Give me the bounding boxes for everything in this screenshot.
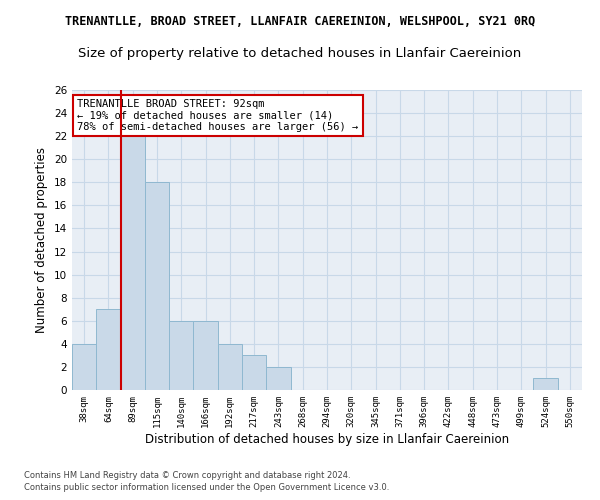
Bar — [266, 367, 290, 390]
Y-axis label: Number of detached properties: Number of detached properties — [35, 147, 49, 333]
Text: Contains HM Land Registry data © Crown copyright and database right 2024.: Contains HM Land Registry data © Crown c… — [24, 471, 350, 480]
Text: Size of property relative to detached houses in Llanfair Caereinion: Size of property relative to detached ho… — [79, 48, 521, 60]
Text: Contains public sector information licensed under the Open Government Licence v3: Contains public sector information licen… — [24, 484, 389, 492]
Bar — [96, 309, 121, 390]
Text: TRENANTLLE BROAD STREET: 92sqm
← 19% of detached houses are smaller (14)
78% of : TRENANTLLE BROAD STREET: 92sqm ← 19% of … — [77, 99, 358, 132]
Bar — [242, 356, 266, 390]
Bar — [193, 321, 218, 390]
Bar — [169, 321, 193, 390]
Bar — [533, 378, 558, 390]
Bar — [72, 344, 96, 390]
Bar — [145, 182, 169, 390]
Bar — [121, 136, 145, 390]
Text: TRENANTLLE, BROAD STREET, LLANFAIR CAEREINION, WELSHPOOL, SY21 0RQ: TRENANTLLE, BROAD STREET, LLANFAIR CAERE… — [65, 15, 535, 28]
X-axis label: Distribution of detached houses by size in Llanfair Caereinion: Distribution of detached houses by size … — [145, 432, 509, 446]
Bar — [218, 344, 242, 390]
